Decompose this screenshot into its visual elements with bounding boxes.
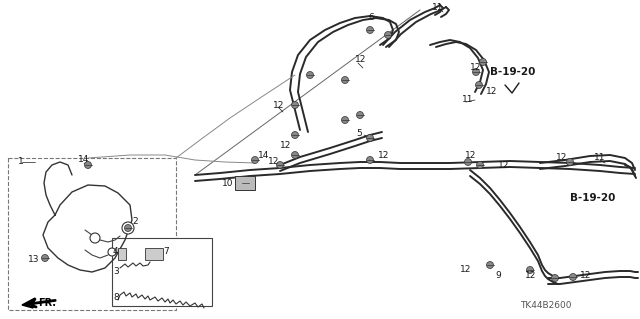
Text: 5: 5 [356, 129, 362, 137]
Text: 14: 14 [258, 151, 269, 160]
Text: 4: 4 [113, 248, 118, 256]
Text: 12: 12 [486, 87, 497, 97]
Circle shape [367, 135, 374, 142]
Circle shape [570, 273, 577, 280]
Circle shape [122, 222, 134, 234]
Circle shape [527, 266, 534, 273]
Text: 11: 11 [432, 4, 444, 12]
Circle shape [566, 159, 573, 166]
Circle shape [252, 157, 259, 164]
Text: 14: 14 [78, 155, 90, 165]
Text: 3: 3 [113, 268, 119, 277]
Circle shape [552, 275, 559, 281]
Text: 12: 12 [556, 153, 568, 162]
Text: 12: 12 [525, 271, 536, 279]
Circle shape [291, 101, 298, 108]
Circle shape [307, 71, 314, 78]
Circle shape [241, 180, 248, 187]
Text: 2: 2 [132, 218, 138, 226]
Text: B-19-20: B-19-20 [490, 67, 536, 77]
Text: 7: 7 [163, 248, 169, 256]
Circle shape [108, 248, 116, 256]
Bar [112, 238, 212, 306]
Text: FR.: FR. [38, 298, 56, 308]
Circle shape [291, 131, 298, 138]
Circle shape [356, 112, 364, 118]
Bar [118, 248, 126, 260]
Circle shape [291, 152, 298, 159]
Text: 11: 11 [594, 153, 605, 162]
Circle shape [385, 32, 392, 39]
Text: 10: 10 [222, 179, 234, 188]
Circle shape [125, 225, 131, 232]
Circle shape [342, 116, 349, 123]
Text: 12: 12 [273, 100, 284, 109]
Circle shape [476, 81, 483, 88]
Text: B-19-20: B-19-20 [570, 193, 616, 203]
Text: 12: 12 [498, 160, 509, 169]
Text: 12: 12 [470, 63, 481, 72]
Bar [145, 248, 163, 260]
Polygon shape [22, 298, 35, 308]
Bar [8, 158, 176, 310]
Text: 12: 12 [580, 271, 591, 280]
Text: 13: 13 [28, 256, 40, 264]
Circle shape [42, 255, 49, 262]
Circle shape [486, 262, 493, 269]
Text: 12: 12 [460, 265, 472, 275]
Text: 12: 12 [355, 56, 366, 64]
Circle shape [472, 69, 479, 76]
Text: 12: 12 [280, 140, 291, 150]
Circle shape [477, 161, 483, 168]
Text: 12: 12 [465, 151, 476, 160]
Text: 9: 9 [495, 271, 500, 279]
Bar [235, 176, 255, 190]
Circle shape [479, 58, 486, 65]
FancyArrowPatch shape [28, 299, 55, 307]
Text: TK44B2600: TK44B2600 [520, 300, 572, 309]
Text: 8: 8 [113, 293, 119, 302]
Text: 6: 6 [368, 13, 374, 23]
Circle shape [342, 77, 349, 84]
Circle shape [465, 159, 472, 166]
Circle shape [84, 161, 92, 168]
Circle shape [276, 161, 284, 168]
Text: 12: 12 [268, 158, 280, 167]
Circle shape [367, 157, 374, 164]
Circle shape [90, 233, 100, 243]
Circle shape [367, 26, 374, 33]
Text: 1: 1 [18, 158, 24, 167]
Text: 11: 11 [462, 95, 474, 105]
Text: 12: 12 [378, 151, 389, 160]
